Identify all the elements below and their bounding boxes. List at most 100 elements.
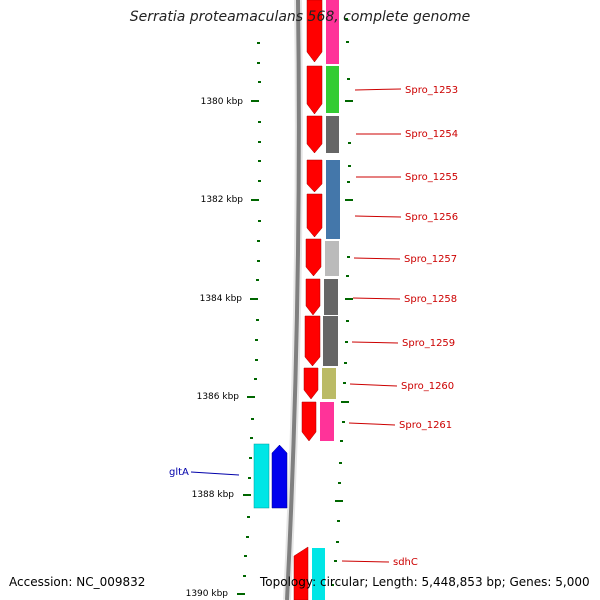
cds-arrow[interactable] xyxy=(306,193,323,238)
guide-dot xyxy=(244,555,247,557)
guide-dot xyxy=(248,477,251,479)
gene-label-spro-1257[interactable]: Spro_1257 xyxy=(404,254,457,265)
scale-tick xyxy=(237,593,245,595)
guide-dot xyxy=(347,256,350,258)
gene-label-spro-1253[interactable]: Spro_1253 xyxy=(405,85,458,96)
guide-dot xyxy=(337,520,340,522)
gene-label-spro-1259[interactable]: Spro_1259 xyxy=(402,338,455,349)
guide-dot xyxy=(257,240,260,242)
cds-arrow[interactable] xyxy=(306,0,323,63)
callout-line xyxy=(354,88,402,91)
guide-dot xyxy=(256,319,259,321)
scale-label: 1380 kbp xyxy=(201,97,244,107)
gene-label-spro-1254[interactable]: Spro_1254 xyxy=(405,129,458,140)
guide-dot xyxy=(258,121,261,123)
callout-line xyxy=(354,215,402,218)
guide-dot xyxy=(258,160,261,162)
scale-tick xyxy=(345,298,353,300)
guide-dot xyxy=(258,81,261,83)
cds-arrow[interactable] xyxy=(303,367,319,400)
scale-tick xyxy=(251,100,259,102)
cds-arrow[interactable] xyxy=(305,278,321,316)
guide-dot xyxy=(346,41,349,43)
callout-line xyxy=(349,383,398,387)
guide-dot xyxy=(243,575,246,577)
guide-dot xyxy=(347,181,350,183)
scale-ticks xyxy=(237,100,353,595)
gene-label-spro-1256[interactable]: Spro_1256 xyxy=(405,212,458,223)
gene-label-sdhC[interactable]: sdhC xyxy=(393,557,418,568)
guide-dot xyxy=(257,260,260,262)
topology-label: Topology: circular; Length: 5,448,853 bp… xyxy=(260,575,590,589)
scale-labels: 1380 kbp 1382 kbp 1384 kbp 1386 kbp 1388… xyxy=(186,97,244,599)
guide-dot xyxy=(257,42,260,44)
cog-bar[interactable] xyxy=(323,316,338,366)
cds-arrow[interactable] xyxy=(305,238,322,277)
cog-bar[interactable] xyxy=(325,241,339,276)
cog-bar[interactable] xyxy=(320,402,334,441)
guide-dot xyxy=(255,339,258,341)
gene-label-spro-1255[interactable]: Spro_1255 xyxy=(405,172,458,183)
gene-labels: Spro_1253 Spro_1254 Spro_1255 Spro_1256 … xyxy=(169,85,458,568)
cds-arrow[interactable] xyxy=(306,65,323,115)
guide-dot xyxy=(247,516,250,518)
guide-dot xyxy=(347,78,350,80)
scale-tick xyxy=(345,100,353,102)
scale-label: 1382 kbp xyxy=(201,195,244,205)
cog-category-bars xyxy=(312,0,340,600)
guide-dot xyxy=(255,359,258,361)
gene-label-callouts xyxy=(190,88,402,563)
scale-label: 1388 kbp xyxy=(192,490,235,500)
cds-features xyxy=(293,0,323,600)
guide-dot xyxy=(257,62,260,64)
gltA-cog-bar[interactable] xyxy=(253,443,270,509)
cog-bar[interactable] xyxy=(324,279,338,315)
gltA-cds-arrow[interactable] xyxy=(271,444,288,509)
gene-label-spro-1258[interactable]: Spro_1258 xyxy=(404,294,457,305)
guide-dot xyxy=(339,462,342,464)
scale-tick xyxy=(345,199,353,201)
gene-label-gltA[interactable]: gltA xyxy=(169,467,189,478)
callout-line xyxy=(348,422,396,426)
guide-dot xyxy=(336,541,339,543)
guide-dot xyxy=(258,141,261,143)
cog-bar[interactable] xyxy=(326,160,340,239)
guide-dot xyxy=(342,421,345,423)
scale-tick xyxy=(251,199,259,201)
guide-dot xyxy=(246,536,249,538)
scale-tick xyxy=(243,494,251,496)
callout-line xyxy=(190,471,240,476)
scale-label: 1390 kbp xyxy=(186,589,229,599)
cds-arrow[interactable] xyxy=(306,159,323,193)
callout-line xyxy=(351,341,399,344)
guide-dot xyxy=(249,457,252,459)
guide-dot xyxy=(258,220,261,222)
guide-dot xyxy=(348,142,351,144)
scale-tick xyxy=(341,401,349,403)
cog-bar[interactable] xyxy=(326,0,339,64)
gene-label-spro-1260[interactable]: Spro_1260 xyxy=(401,381,454,392)
scale-label: 1384 kbp xyxy=(200,294,243,304)
genome-backbone-line xyxy=(285,0,301,600)
cog-bar[interactable] xyxy=(322,368,336,399)
genome-title: Serratia proteamaculans 568, complete ge… xyxy=(129,9,471,25)
cog-bar[interactable] xyxy=(326,66,339,113)
guide-dot xyxy=(331,584,334,586)
scale-tick xyxy=(335,500,343,502)
guide-dot xyxy=(251,418,254,420)
cds-arrow[interactable] xyxy=(306,115,323,154)
gene-label-spro-1261[interactable]: Spro_1261 xyxy=(399,420,452,431)
cds-arrow[interactable] xyxy=(293,546,309,600)
guide-dot xyxy=(346,275,349,277)
cds-arrow[interactable] xyxy=(301,401,317,442)
callout-line xyxy=(352,297,401,300)
guide-dot xyxy=(334,560,337,562)
scale-tick xyxy=(247,396,255,398)
guide-dot xyxy=(346,320,349,322)
cds-arrow[interactable] xyxy=(304,315,321,367)
scale-label: 1386 kbp xyxy=(197,392,240,402)
cog-bar[interactable] xyxy=(326,116,339,153)
cog-bar[interactable] xyxy=(312,548,325,600)
guide-dot xyxy=(338,482,341,484)
